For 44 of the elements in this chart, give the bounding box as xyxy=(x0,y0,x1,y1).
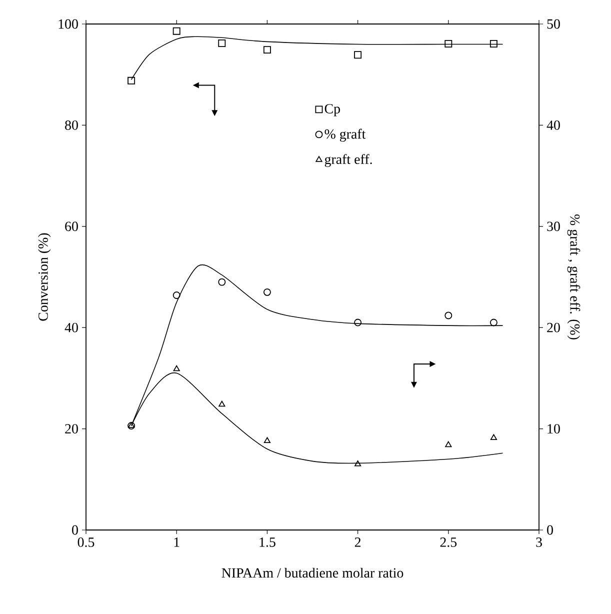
point xyxy=(490,434,497,440)
y2-axis-title: % graft , graft eff. (%) xyxy=(567,214,580,340)
point xyxy=(490,40,498,48)
point xyxy=(218,39,226,47)
y2-tick-label: 50 xyxy=(547,19,560,29)
x-axis-title: NIPAAm / butadiene molar ratio xyxy=(222,568,404,578)
point xyxy=(263,46,271,54)
y-tick-label: 0 xyxy=(72,525,78,535)
y-tick-label: 80 xyxy=(65,120,78,130)
point xyxy=(128,76,136,84)
line-series xyxy=(130,36,504,80)
point xyxy=(354,460,362,466)
point xyxy=(218,278,226,286)
y2-tick-label: 20 xyxy=(547,322,560,332)
legend-label: % graft xyxy=(324,128,366,142)
point xyxy=(490,318,498,326)
point xyxy=(354,318,362,326)
point xyxy=(172,291,180,299)
y2-tick-label: 10 xyxy=(548,424,560,434)
point xyxy=(264,437,270,444)
legend-label: Cp xyxy=(324,104,340,116)
x-tick-label: 2 xyxy=(354,538,361,547)
y2-tick-label: 0 xyxy=(547,525,553,535)
x-tick-label: 1 xyxy=(174,538,180,547)
point xyxy=(263,288,271,296)
x-tick-label: 2.5 xyxy=(440,538,457,547)
y-tick-label: 40 xyxy=(64,322,78,332)
point xyxy=(173,365,180,372)
y-axis-title: Conversion (%) xyxy=(38,233,51,321)
point xyxy=(445,441,452,448)
y-tick-label: 100 xyxy=(58,19,78,29)
x-tick-label: 1.5 xyxy=(260,538,276,547)
point xyxy=(172,27,180,35)
x-tick-label: 3 xyxy=(536,538,542,547)
y-tick-label: 60 xyxy=(65,222,78,232)
y2-tick-label: 40 xyxy=(546,120,560,130)
y2-tick-label: 30 xyxy=(547,222,560,232)
point xyxy=(444,312,452,320)
point xyxy=(444,40,452,48)
point xyxy=(218,400,226,407)
y-tick-label: 20 xyxy=(65,424,78,434)
x-tick-label: 0.5 xyxy=(78,538,94,547)
point xyxy=(354,51,362,59)
legend-label: graft eff. xyxy=(324,154,372,167)
